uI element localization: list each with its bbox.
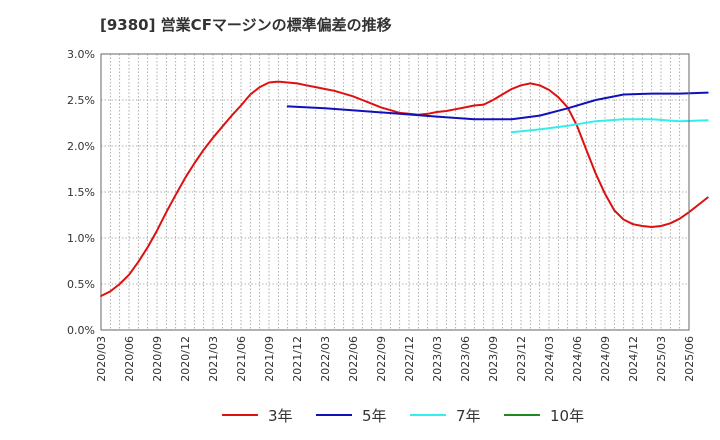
y-tick-label: 1.5% xyxy=(67,186,95,199)
series-lines xyxy=(100,80,709,297)
x-tick-label: 2022/03 xyxy=(319,336,332,382)
x-tick-label: 2022/12 xyxy=(403,336,416,382)
y-tick-label: 0.0% xyxy=(67,324,95,337)
series-line-7年 xyxy=(510,118,709,134)
x-tick-label: 2020/03 xyxy=(95,336,108,382)
legend-swatch xyxy=(504,414,540,416)
legend-label: 7年 xyxy=(456,406,481,425)
chart-title: [9380] 営業CFマージンの標準偏差の推移 xyxy=(100,16,392,34)
legend-label: 3年 xyxy=(268,406,293,425)
x-tick-label: 2024/03 xyxy=(543,336,556,382)
legend-swatch xyxy=(222,414,258,416)
y-tick-label: 0.5% xyxy=(67,278,95,291)
x-tick-label: 2023/06 xyxy=(459,336,472,382)
grid-lines xyxy=(101,54,689,330)
x-tick-label: 2022/09 xyxy=(375,336,388,382)
y-tick-label: 1.0% xyxy=(67,232,95,245)
x-tick-label: 2023/03 xyxy=(431,336,444,382)
legend-item: 5年 xyxy=(316,405,387,425)
x-tick-label: 2022/06 xyxy=(347,336,360,382)
x-tick-label: 2021/09 xyxy=(263,336,276,382)
legend-label: 5年 xyxy=(362,406,387,425)
x-tick-label: 2021/03 xyxy=(207,336,220,382)
legend-swatch xyxy=(410,414,446,416)
legend-swatch xyxy=(316,414,352,416)
chart-plot: 0.0% 0.5% 1.0% 1.5% 2.0% 2.5% 3.0% 2020/03 2020/… xyxy=(67,48,709,382)
x-tick-label: 2023/12 xyxy=(515,336,528,382)
x-tick-label: 2023/09 xyxy=(487,336,500,382)
x-tick-label: 2020/12 xyxy=(179,336,192,382)
axes: 0.0% 0.5% 1.0% 1.5% 2.0% 2.5% 3.0% 2020/03 2020/… xyxy=(67,48,696,382)
legend-label: 10年 xyxy=(550,406,585,425)
y-tick-label: 2.5% xyxy=(67,94,95,107)
legend-item: 10年 xyxy=(504,405,584,425)
series-line-5年 xyxy=(286,91,709,121)
x-tick-label: 2021/06 xyxy=(235,336,248,382)
x-tick-label: 2024/06 xyxy=(571,336,584,382)
x-tick-label: 2024/12 xyxy=(627,336,640,382)
x-tick-label: 2021/12 xyxy=(291,336,304,382)
x-tick-label: 2020/09 xyxy=(151,336,164,382)
x-tick-label: 2025/06 xyxy=(683,336,696,382)
y-tick-label: 2.0% xyxy=(67,140,95,153)
legend: 3年 5年 7年 10年 xyxy=(0,400,720,430)
x-tick-label: 2020/06 xyxy=(123,336,136,382)
legend-item: 3年 xyxy=(222,405,293,425)
plot-frame xyxy=(100,53,690,331)
x-tick-label: 2024/09 xyxy=(599,336,612,382)
x-tick-label: 2025/03 xyxy=(655,336,668,382)
legend-item: 7年 xyxy=(410,405,481,425)
y-tick-label: 3.0% xyxy=(67,48,95,61)
